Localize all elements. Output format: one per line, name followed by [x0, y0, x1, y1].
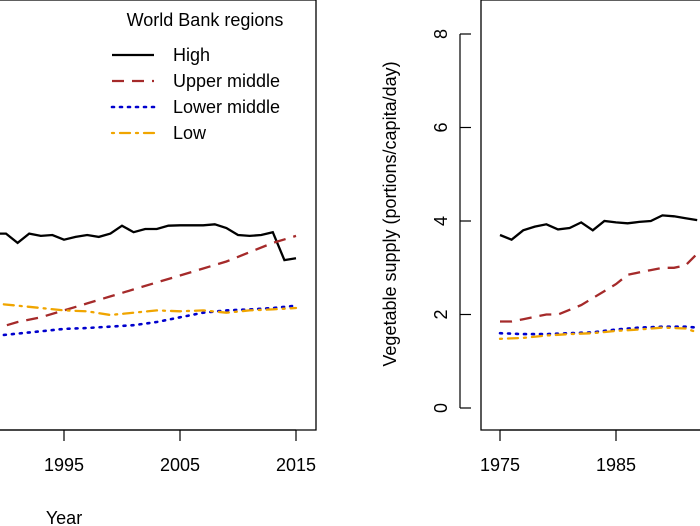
left-x-axis: 1995 2005 2015	[0, 429, 316, 475]
right-x-tick-label: 1975	[480, 455, 520, 475]
legend-label-high: High	[173, 45, 210, 65]
right-x-axis: 1975 1985	[480, 429, 700, 475]
right-y-tick-label: 8	[431, 29, 451, 39]
left-x-axis-label: Year	[46, 508, 82, 526]
left-x-tick-label: 1995	[44, 455, 84, 475]
legend: World Bank regions High Upper middle Lower…	[110, 10, 284, 143]
right-y-axis: 0 2 4 6 8	[431, 29, 471, 413]
right-y-tick-label: 0	[431, 403, 451, 413]
legend-label-upper-middle: Upper middle	[173, 71, 280, 91]
left-series-line-upper-middle	[0, 234, 297, 329]
right-series-line-upper-middle	[500, 252, 699, 323]
left-plot-frame	[0, 0, 317, 431]
right-panel: 1975 1985 0 2 4 6 8 Vegetable supply (portion…	[380, 0, 700, 475]
right-y-tick-label: 2	[431, 309, 451, 319]
left-x-tick-label: 2005	[160, 455, 200, 475]
left-series-group	[0, 223, 298, 337]
left-x-tick-label: 2015	[276, 455, 316, 475]
right-series-line-high	[499, 214, 698, 242]
left-series-line-high	[0, 223, 297, 262]
left-panel: 1995 2005 2015 Year World Bank regions Hig…	[0, 0, 317, 526]
right-x-tick-label: 1985	[596, 455, 636, 475]
left-series-line-low	[0, 302, 298, 317]
legend-label-lower-middle: Lower middle	[173, 97, 280, 117]
right-series-line-low	[498, 326, 699, 340]
right-y-tick-label: 6	[431, 122, 451, 132]
right-series-group	[498, 214, 699, 340]
right-y-tick-label: 4	[431, 216, 451, 226]
left-series-line-lower-middle	[0, 304, 298, 337]
legend-title: World Bank regions	[127, 10, 284, 30]
right-y-axis-label: Vegetable supply (portions/capita/day)	[380, 61, 400, 366]
legend-label-low: Low	[173, 123, 207, 143]
